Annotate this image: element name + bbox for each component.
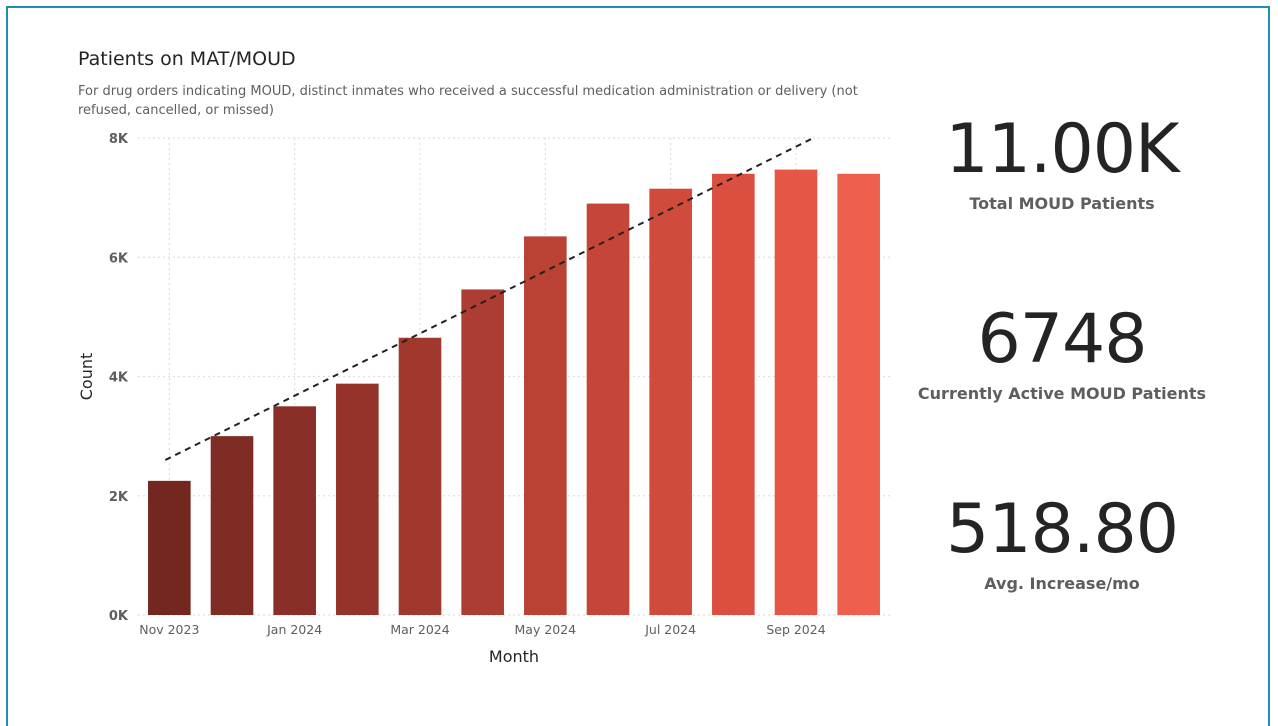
- kpi-active-label: Currently Active MOUD Patients: [917, 384, 1207, 403]
- x-tick-label: Sep 2024: [766, 622, 825, 637]
- kpi-avg-value: 518.80: [946, 490, 1179, 569]
- y-tick-label: 4K: [109, 371, 129, 386]
- bar-sep-2024: [774, 169, 818, 615]
- chart-subtitle: For drug orders indicating MOUD, distinc…: [78, 84, 858, 118]
- visual-frame: [6, 6, 1270, 726]
- kpi-total-label: Total MOUD Patients: [969, 194, 1155, 213]
- bar-mar-2024: [398, 337, 442, 615]
- x-tick-label: May 2024: [515, 622, 577, 637]
- bar-apr-2024: [461, 289, 504, 615]
- axis-layer: 0K 2K 4K 6K 8K Nov 2023 Jan 2024 Mar 2024 May 20…: [77, 132, 826, 666]
- kpi-avg-label: Avg. Increase/mo: [984, 574, 1140, 593]
- y-tick-label: 2K: [109, 490, 129, 505]
- y-tick-label: 6K: [109, 251, 129, 266]
- bar-may-2024: [524, 236, 567, 615]
- bar-aug-2024: [712, 173, 755, 615]
- x-axis-title: Month: [489, 647, 539, 666]
- bar-nov-2023: [148, 480, 191, 615]
- bar-dec-2023: [210, 436, 254, 615]
- bars-layer: [148, 169, 880, 615]
- x-tick-label: Nov 2023: [139, 622, 199, 637]
- kpi-total-value: 11.00K: [945, 110, 1179, 189]
- x-tick-label: Jan 2024: [266, 622, 322, 637]
- y-tick-label: 8K: [109, 132, 129, 147]
- bar-oct-2024: [837, 173, 880, 615]
- chart-title: Patients on MAT/MOUD: [78, 48, 296, 70]
- bar-jul-2024: [649, 188, 692, 615]
- x-tick-label: Mar 2024: [390, 622, 449, 637]
- chart-canvas: 0K 2K 4K 6K 8K Nov 2023 Jan 2024 Mar 2024 May 20…: [77, 132, 890, 666]
- y-axis-title: Count: [77, 353, 96, 401]
- bar-feb-2024: [336, 383, 379, 615]
- bar-jan-2024: [273, 406, 316, 615]
- bar-jun-2024: [586, 203, 630, 615]
- y-tick-label: 0K: [109, 609, 129, 624]
- kpi-active-value: 6748: [977, 300, 1147, 379]
- grid-layer: [138, 137, 890, 616]
- x-tick-label: Jul 2024: [644, 622, 696, 637]
